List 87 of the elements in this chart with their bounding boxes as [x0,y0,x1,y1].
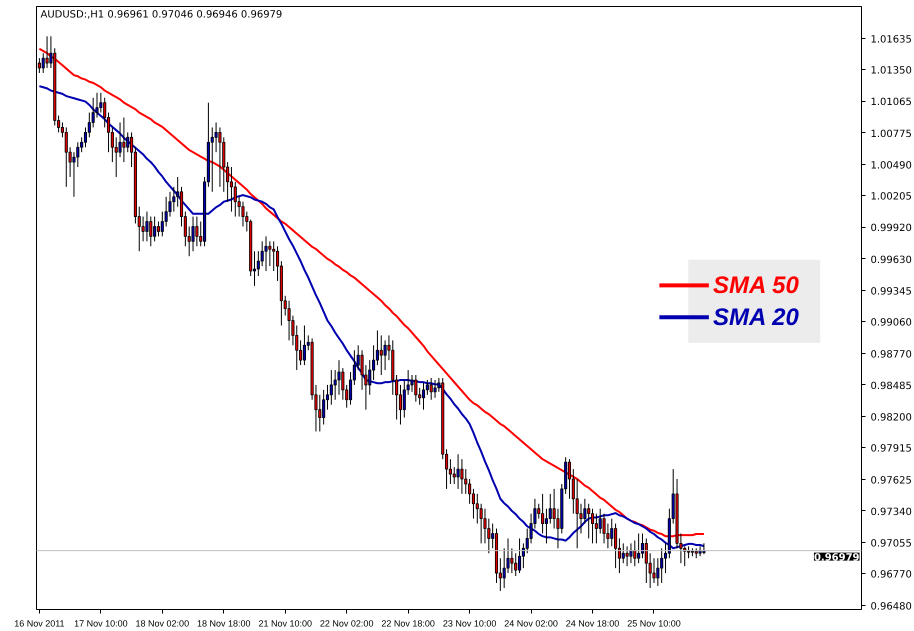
x-tick-label: 22 Nov 18:00 [381,618,435,628]
x-tick-label: 18 Nov 18:00 [196,618,251,628]
candlestick [426,379,429,396]
candlestick [518,538,522,574]
y-tick-label: 1.00490 [870,160,912,172]
y-tick-label: 1.01065 [870,97,912,108]
y-tick-label: 0.97055 [870,538,912,550]
y-tick-label: 1.01635 [870,34,912,46]
candlestick [122,117,126,163]
candlestick [687,546,690,559]
candlestick [483,508,487,544]
candlestick [652,558,656,584]
candlestick [594,513,598,544]
candlestick [622,542,625,564]
candlestick [433,379,437,398]
candlestick [502,548,506,588]
legend-label: SMA 50 [713,272,800,299]
y-tick-label: 1.00205 [870,192,912,203]
candlestick [410,374,414,392]
candlestick [302,324,306,366]
candlestick [334,370,337,400]
candlestick [587,503,590,539]
candlestick [456,454,460,490]
candlestick [64,126,68,188]
candlestick [218,126,222,188]
candlestick [544,508,548,544]
y-tick-label: 0.96480 [870,602,912,613]
candlestick [191,216,195,252]
candlestick [230,166,233,212]
y-tick-label: 0.97625 [870,476,912,487]
x-tick-label: 21 Nov 10:00 [258,618,312,628]
x-tick-label: 23 Nov 10:00 [442,618,496,628]
candlestick [626,546,629,567]
candlestick [46,36,49,69]
y-tick-label: 0.98485 [870,380,912,392]
candlestick [552,488,556,530]
candlestick [614,523,618,569]
candlestick [510,548,514,574]
candlestick [568,458,572,500]
candlestick [422,382,426,410]
candlestick [145,211,148,242]
candlestick [414,374,418,402]
candlestick [337,360,341,396]
y-tick-label: 0.99060 [870,318,912,329]
candlestick [264,236,268,272]
candlestick [330,370,333,406]
y-tick-label: 0.99920 [870,223,912,234]
x-tick-label: 24 Nov 02:00 [504,618,558,628]
candlestick [460,458,464,494]
candlestick [268,240,272,267]
y-tick-label: 0.97915 [870,444,912,455]
candlestick [430,377,433,400]
y-tick-label: 0.96770 [870,570,912,581]
candlestick [541,493,544,534]
candlestick [660,548,664,584]
x-tick-label: 17 Nov 10:00 [74,618,128,628]
x-tick-label: 22 Nov 02:00 [320,618,374,628]
candlestick [610,518,614,547]
y-tick-label: 0.99345 [870,286,912,298]
chart-title: AUDUSD:,H1 0.96961 0.97046 0.96946 0.96979 [40,10,282,20]
candlestick [602,513,606,544]
y-tick-label: 0.98200 [870,412,912,424]
candlestick [590,508,594,544]
y-tick-label: 0.99630 [870,254,912,266]
y-tick-label: 1.00775 [870,128,912,140]
candlestick [241,201,245,227]
x-tick-label: 24 Nov 18:00 [566,618,620,628]
candlestick [487,518,490,554]
x-tick-label: 25 Nov 10:00 [627,618,681,628]
candlestick [288,300,291,341]
candlestick [514,552,518,577]
candlestick [380,334,383,376]
candlestick [694,548,698,559]
candlestick [214,122,218,153]
legend-label: SMA 20 [713,304,800,331]
candlestick [118,122,122,158]
candlestick [195,216,198,247]
candlestick [384,340,387,371]
x-tick-label: 18 Nov 02:00 [136,618,190,628]
y-tick-label: 1.01350 [870,66,912,77]
candlestick [153,216,156,242]
x-tick-label: 16 Nov 2011 [14,618,65,628]
candlestick [156,221,160,237]
candlestick [360,350,364,390]
y-tick-label: 0.97340 [870,506,912,518]
y-tick-label: 0.98770 [870,350,912,361]
candlestick [637,532,640,564]
